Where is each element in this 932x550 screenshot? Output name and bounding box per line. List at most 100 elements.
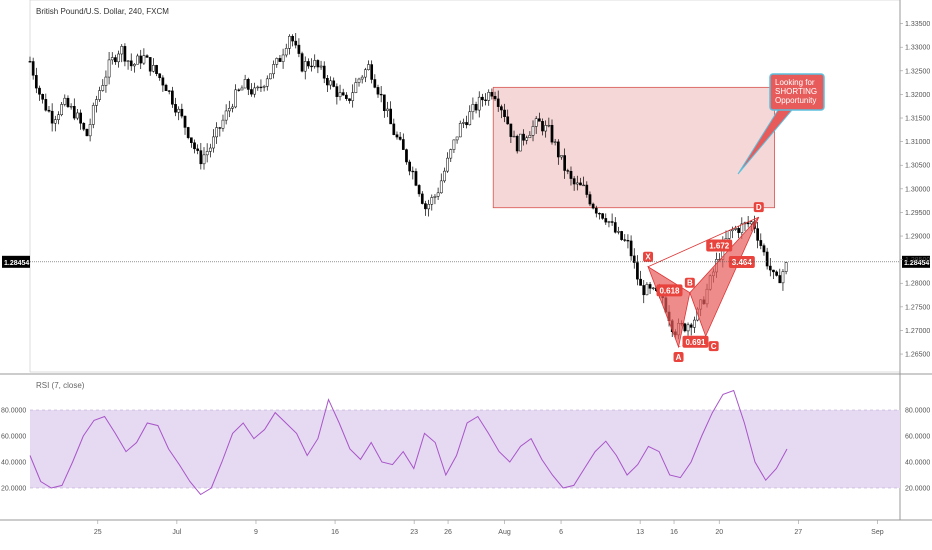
candle-body <box>34 75 38 89</box>
candle-body <box>256 86 260 89</box>
pattern-point-b: B <box>684 277 695 288</box>
candle-body <box>781 271 785 284</box>
time-tick-label: 16 <box>331 529 339 536</box>
candle-body <box>430 197 434 205</box>
candle-body <box>196 148 200 151</box>
candle-body <box>98 90 101 100</box>
candle-body <box>553 141 557 143</box>
pattern-bcd-triangle <box>689 216 760 338</box>
candle-body <box>490 92 494 97</box>
candle-body <box>560 155 563 158</box>
candle-body <box>408 161 411 172</box>
candle-body <box>107 59 111 78</box>
candle-body <box>319 65 323 68</box>
candle-body <box>433 196 437 198</box>
candle-body <box>579 182 582 186</box>
candle-body <box>47 109 51 112</box>
time-tick-label: 20 <box>715 529 723 536</box>
grid <box>0 0 932 521</box>
candle-body <box>354 82 358 93</box>
candle-body <box>424 203 427 210</box>
candle-body <box>382 94 386 111</box>
candle-body <box>594 207 598 214</box>
candle-body <box>585 184 589 195</box>
resistance-zone <box>492 86 775 209</box>
candle-body <box>155 65 158 74</box>
candle-body <box>164 84 168 91</box>
candle-body <box>405 149 408 163</box>
candle-body <box>152 65 155 72</box>
pattern-point-x: X <box>643 251 654 262</box>
candle-body <box>212 136 215 149</box>
candle-body <box>778 275 782 284</box>
price-tick-label: 1.27500 <box>905 304 930 311</box>
candle-body <box>237 89 241 91</box>
rsi-band <box>30 410 900 488</box>
price-tick-label: 1.27000 <box>905 328 930 335</box>
candle-body <box>500 106 503 111</box>
candle-body <box>76 112 79 119</box>
rsi-tick-label: 40.0000 <box>1 460 26 467</box>
candle-body <box>193 142 196 150</box>
candle-body <box>727 230 731 239</box>
candle-body <box>142 55 146 64</box>
candle-body <box>88 124 92 137</box>
candle-body <box>395 134 399 138</box>
candle-body <box>598 212 601 215</box>
candle-body <box>218 127 222 129</box>
candle-body <box>683 323 687 332</box>
rsi-title: RSI (7, close) <box>36 381 85 390</box>
candle-body <box>772 269 775 273</box>
time-tick-label: 13 <box>636 529 644 536</box>
candle-body <box>556 141 560 158</box>
candle-body <box>85 128 89 137</box>
candle-body <box>123 46 127 62</box>
candle-body <box>82 123 86 130</box>
candle-body <box>443 170 446 182</box>
candle-body <box>401 139 405 150</box>
candle-body <box>730 229 734 232</box>
candle-body <box>547 124 551 127</box>
candle-body <box>632 255 636 263</box>
candle-body <box>537 118 541 122</box>
price-tick-label: 1.31500 <box>905 116 930 123</box>
candle-body <box>503 109 506 117</box>
axes: 1.28454 1.28454 1.33500 1.33000 1.32500 1.320… <box>2 21 930 536</box>
candle-body <box>63 97 67 105</box>
pattern-point-label: B <box>687 279 693 288</box>
pattern-point-a: A <box>673 351 684 362</box>
candle-body <box>66 97 70 107</box>
candle-body <box>636 262 639 280</box>
price-tick-label: 1.33000 <box>905 45 930 52</box>
candle-body <box>522 133 525 141</box>
candle-body <box>591 203 595 209</box>
candle-body <box>199 150 203 165</box>
price-tick-label: 1.29500 <box>905 210 930 217</box>
candle-body <box>60 104 63 116</box>
candle-body <box>474 104 478 111</box>
candle-body <box>31 61 35 76</box>
candle-body <box>269 73 272 80</box>
candle-body <box>775 271 778 276</box>
candle-body <box>629 240 633 257</box>
candle-body <box>762 245 766 253</box>
candle-body <box>227 108 231 112</box>
pattern-ratio: 0.691 <box>682 335 709 348</box>
pattern-ratio: 0.618 <box>656 284 683 297</box>
candle-body <box>284 48 288 56</box>
candle-body <box>693 319 696 328</box>
candle-body <box>768 265 772 271</box>
candle-body <box>686 324 690 332</box>
candle-body <box>749 221 753 225</box>
pattern-ratio-label: 0.618 <box>659 286 680 295</box>
candle-body <box>171 90 174 105</box>
candle-body <box>234 89 237 108</box>
price-tick-label: 1.28000 <box>905 281 930 288</box>
candle-body <box>265 78 269 87</box>
pattern-point-label: X <box>645 253 651 262</box>
candle-body <box>91 105 95 125</box>
pattern-ratio-label: 1.672 <box>709 241 730 250</box>
candle-body <box>174 104 177 113</box>
